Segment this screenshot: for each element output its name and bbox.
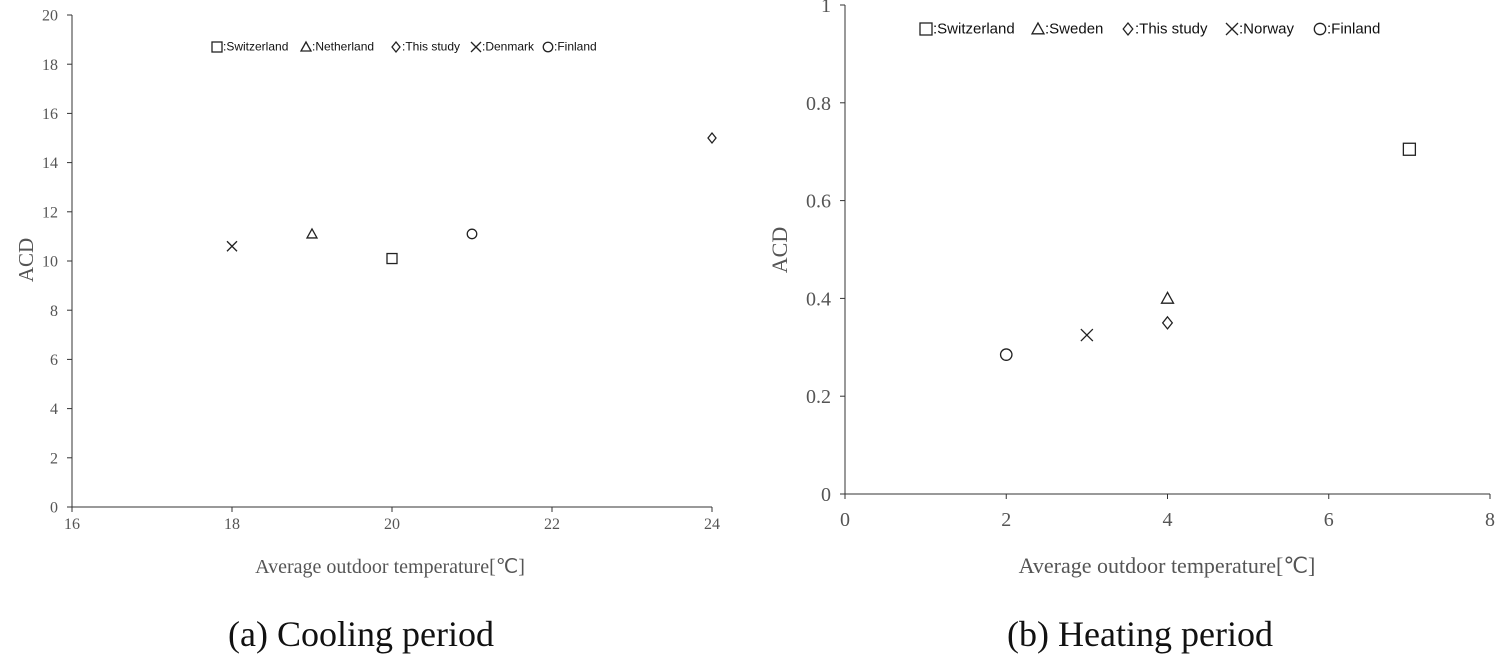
y-tick-label: 4: [50, 401, 58, 418]
y-tick-label: 0: [50, 500, 58, 517]
x-tick-label: 16: [64, 516, 80, 533]
y-tick-label: 16: [42, 106, 58, 123]
y-tick-label: 1: [821, 0, 831, 17]
x-tick-label: 8: [1485, 509, 1495, 531]
data-point-triangle: [1160, 291, 1175, 304]
cooling-y-axis-label: ACD: [14, 238, 38, 282]
x-tick-label: 20: [384, 516, 400, 533]
y-tick-label: 6: [50, 352, 58, 369]
y-tick-label: 0: [821, 484, 831, 506]
data-point-triangle: [305, 227, 319, 239]
heating-period-chart: ACD Average outdoor temperature[℃] (b) H…: [767, 0, 1495, 654]
legend-label: :Sweden: [1045, 21, 1103, 38]
data-point-square: [1402, 142, 1417, 156]
legend-label: :This study: [1135, 21, 1208, 38]
data-point-circle: [466, 228, 478, 240]
y-tick-label: 0.2: [806, 386, 831, 408]
heating-y-axis-label: ACD: [767, 227, 792, 273]
legend-label: :Norway: [1239, 21, 1295, 38]
heating-x-axis-label: Average outdoor temperature[℃]: [1019, 553, 1316, 578]
legend-label: :Denmark: [482, 40, 535, 54]
legend-marker-square: [211, 41, 223, 53]
legend-label: :This study: [402, 40, 460, 54]
legend-marker-x: [1225, 22, 1239, 36]
legend-marker-circle: [542, 41, 554, 53]
data-point-x: [226, 240, 238, 252]
y-tick-label: 0.6: [806, 191, 831, 213]
data-point-circle: [999, 348, 1013, 361]
legend-marker-diamond: [391, 40, 401, 54]
data-point-square: [386, 252, 398, 265]
legend-marker-circle: [1313, 22, 1327, 36]
cooling-x-axis-label: Average outdoor temperature[℃]: [255, 556, 525, 578]
y-tick-label: 8: [50, 303, 58, 320]
legend-marker-triangle: [1030, 21, 1046, 35]
data-point-diamond: [1161, 315, 1174, 330]
y-tick-label: 2: [50, 450, 58, 467]
cooling-caption: (a) Cooling period: [228, 614, 494, 654]
data-point-x: [1080, 328, 1094, 342]
legend-label: :Switzerland: [933, 21, 1015, 38]
x-tick-label: 22: [544, 516, 560, 533]
legend-label: :Switzerland: [223, 40, 288, 54]
legend-marker-square: [919, 22, 933, 36]
x-tick-label: 18: [224, 516, 240, 533]
cooling-period-chart: ACD Average outdoor temperature[℃] (a) C…: [14, 8, 720, 654]
legend-label: :Finland: [1327, 21, 1380, 38]
y-tick-label: 10: [42, 254, 58, 271]
y-tick-label: 18: [42, 57, 58, 74]
legend-label: :Finland: [554, 40, 597, 54]
y-tick-label: 14: [42, 155, 58, 172]
legend-marker-diamond: [1122, 21, 1134, 37]
y-tick-label: 0.4: [806, 288, 831, 310]
y-tick-label: 12: [42, 204, 58, 221]
heating-caption: (b) Heating period: [1007, 614, 1273, 654]
y-tick-label: 0.8: [806, 93, 831, 115]
x-tick-label: 2: [1001, 509, 1011, 531]
data-point-diamond: [707, 131, 717, 145]
y-tick-label: 20: [42, 8, 58, 25]
legend-label: :Netherland: [312, 40, 374, 54]
x-tick-label: 6: [1324, 509, 1334, 531]
x-tick-label: 4: [1163, 509, 1173, 531]
x-tick-label: 24: [704, 516, 720, 533]
legend-marker-triangle: [299, 40, 313, 52]
legend-marker-x: [470, 41, 482, 53]
x-tick-label: 0: [840, 509, 850, 531]
